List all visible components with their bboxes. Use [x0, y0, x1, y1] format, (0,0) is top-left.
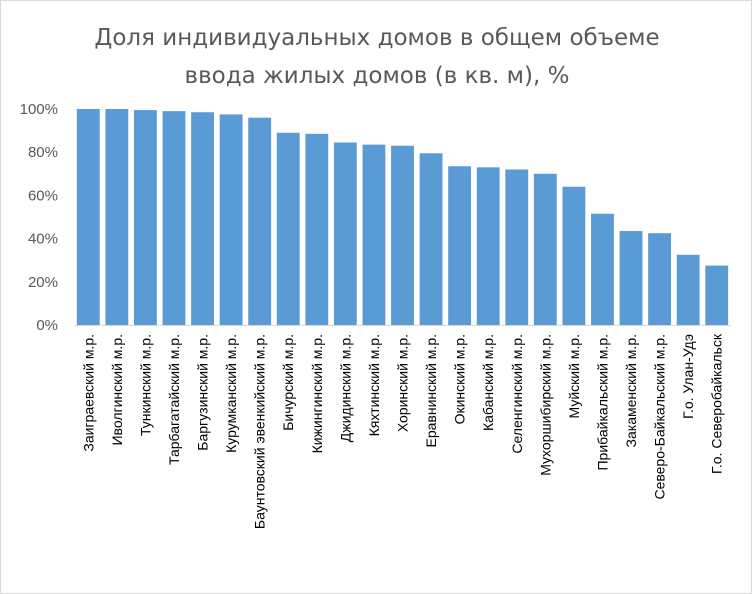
- x-category-label: Кяхтинский м.р.: [366, 334, 382, 436]
- x-category-label: Закаменский м.р.: [623, 334, 639, 447]
- x-category-label: Кабанский м.р.: [480, 334, 496, 431]
- bar: [305, 133, 329, 325]
- chart-title-line-2: ввода жилых домов (в кв. м), %: [184, 63, 570, 89]
- x-category-label: Муйский м.р.: [566, 334, 582, 419]
- x-category-label: Заиграевский м.р.: [80, 334, 96, 452]
- bar: [276, 132, 300, 325]
- chart-title-line-1: Доля индивидуальных домов в общем объеме: [94, 25, 660, 51]
- bar: [505, 169, 529, 325]
- bar: [105, 109, 129, 325]
- x-category-label: Прибайкальский м.р.: [594, 334, 610, 471]
- bar: [76, 109, 100, 325]
- x-category-label: Курумканский м.р.: [223, 334, 239, 453]
- x-category-label: Еравнинский м.р.: [423, 334, 439, 447]
- chart-title: Доля индивидуальных домов в общем объеме…: [1, 19, 751, 95]
- x-category-label: Баргузинский м.р.: [195, 334, 211, 451]
- bar: [133, 110, 157, 325]
- bars: [76, 109, 729, 326]
- y-axis: 0% 20% 40% 60% 80% 100%: [20, 101, 58, 334]
- y-tick-label: 100%: [20, 101, 58, 118]
- x-category-label: Кижингинский м.р.: [309, 334, 325, 453]
- bar: [362, 144, 386, 325]
- bar: [476, 167, 500, 325]
- x-category-label: Джидинский м.р.: [337, 334, 353, 442]
- bar: [562, 186, 586, 325]
- bar: [248, 117, 272, 325]
- y-tick-label: 0%: [36, 317, 58, 334]
- bar: [648, 233, 672, 325]
- x-category-label: Баунтовский эвенкийский м.р.: [252, 334, 268, 529]
- bar: [333, 142, 357, 325]
- x-category-label: Мухоршибирский м.р.: [537, 334, 553, 476]
- y-tick-label: 80%: [28, 144, 58, 161]
- x-category-label: Тункинский м.р.: [137, 334, 153, 436]
- x-category-label: Северо-Байкальский м.р.: [652, 334, 668, 500]
- y-tick-label: 60%: [28, 187, 58, 204]
- bar: [533, 173, 557, 325]
- x-category-label: Бичурский м.р.: [280, 334, 296, 431]
- x-category-label: Г.о. Северобайкальск: [709, 333, 725, 474]
- x-category-label: Хоринский м.р.: [395, 334, 411, 432]
- y-tick-label: 40%: [28, 231, 58, 248]
- bar: [391, 145, 414, 325]
- x-category-label: Селенгинский м.р.: [509, 334, 525, 454]
- x-category-label: Иволгинский м.р.: [109, 334, 125, 446]
- x-category-label: Окинский м.р.: [452, 334, 468, 424]
- bar: [162, 111, 186, 325]
- bar: [619, 231, 643, 325]
- bar: [219, 114, 243, 326]
- bar: [591, 213, 614, 325]
- bar: [419, 153, 443, 325]
- x-category-label: Тарбагатайский м.р.: [166, 334, 182, 465]
- bar: [705, 265, 729, 325]
- y-tick-label: 20%: [28, 274, 58, 291]
- bar: [448, 166, 472, 325]
- bar: [676, 254, 700, 325]
- bar: [191, 112, 214, 326]
- x-axis: Заиграевский м.р. Иволгинский м.р. Тункинс…: [80, 333, 724, 529]
- x-category-label: Г.о. Улан-Удэ: [680, 334, 696, 419]
